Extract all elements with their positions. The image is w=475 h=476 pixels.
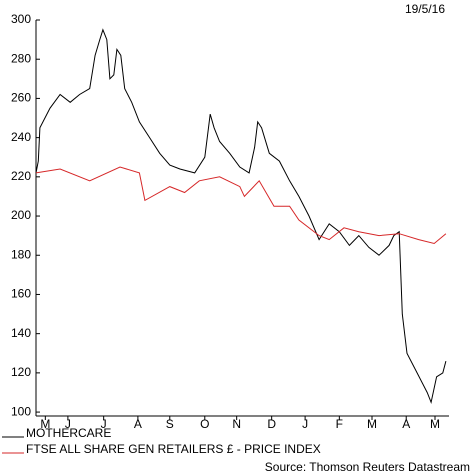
- x-tick-label: M: [430, 417, 440, 431]
- y-tick-label: 120: [11, 365, 31, 379]
- y-tick-label: 220: [11, 169, 31, 183]
- series-line: [35, 28, 447, 405]
- x-tick-label: J: [65, 417, 71, 431]
- x-tick-label: O: [200, 417, 209, 431]
- legend-label: FTSE ALL SHARE GEN RETAILERS £ - PRICE I…: [26, 442, 321, 456]
- x-tick-label: J: [101, 417, 107, 431]
- y-tick-label: 260: [11, 91, 31, 105]
- date-label: 19/5/16: [405, 2, 445, 16]
- x-tick-label: S: [166, 417, 174, 431]
- y-tick-label: 100: [11, 404, 31, 418]
- y-tick-label: 280: [11, 51, 31, 65]
- y-tick-label: 240: [11, 130, 31, 144]
- x-tick-label: M: [40, 417, 50, 431]
- legend-label: MOTHERCARE: [26, 426, 111, 440]
- series-line: [35, 166, 447, 245]
- x-tick-label: M: [367, 417, 377, 431]
- x-tick-label: A: [402, 417, 410, 431]
- source-note: Source: Thomson Reuters Datastream: [265, 460, 470, 474]
- y-tick-label: 200: [11, 208, 31, 222]
- y-tick-label: 180: [11, 247, 31, 261]
- y-tick-label: 140: [11, 326, 31, 340]
- x-tick-label: D: [267, 417, 276, 431]
- x-tick-label: A: [134, 417, 142, 431]
- y-tick-label: 160: [11, 287, 31, 301]
- x-tick-label: N: [232, 417, 241, 431]
- x-tick-label: J: [302, 417, 308, 431]
- y-tick-label: 300: [11, 12, 31, 26]
- x-tick-label: F: [336, 417, 343, 431]
